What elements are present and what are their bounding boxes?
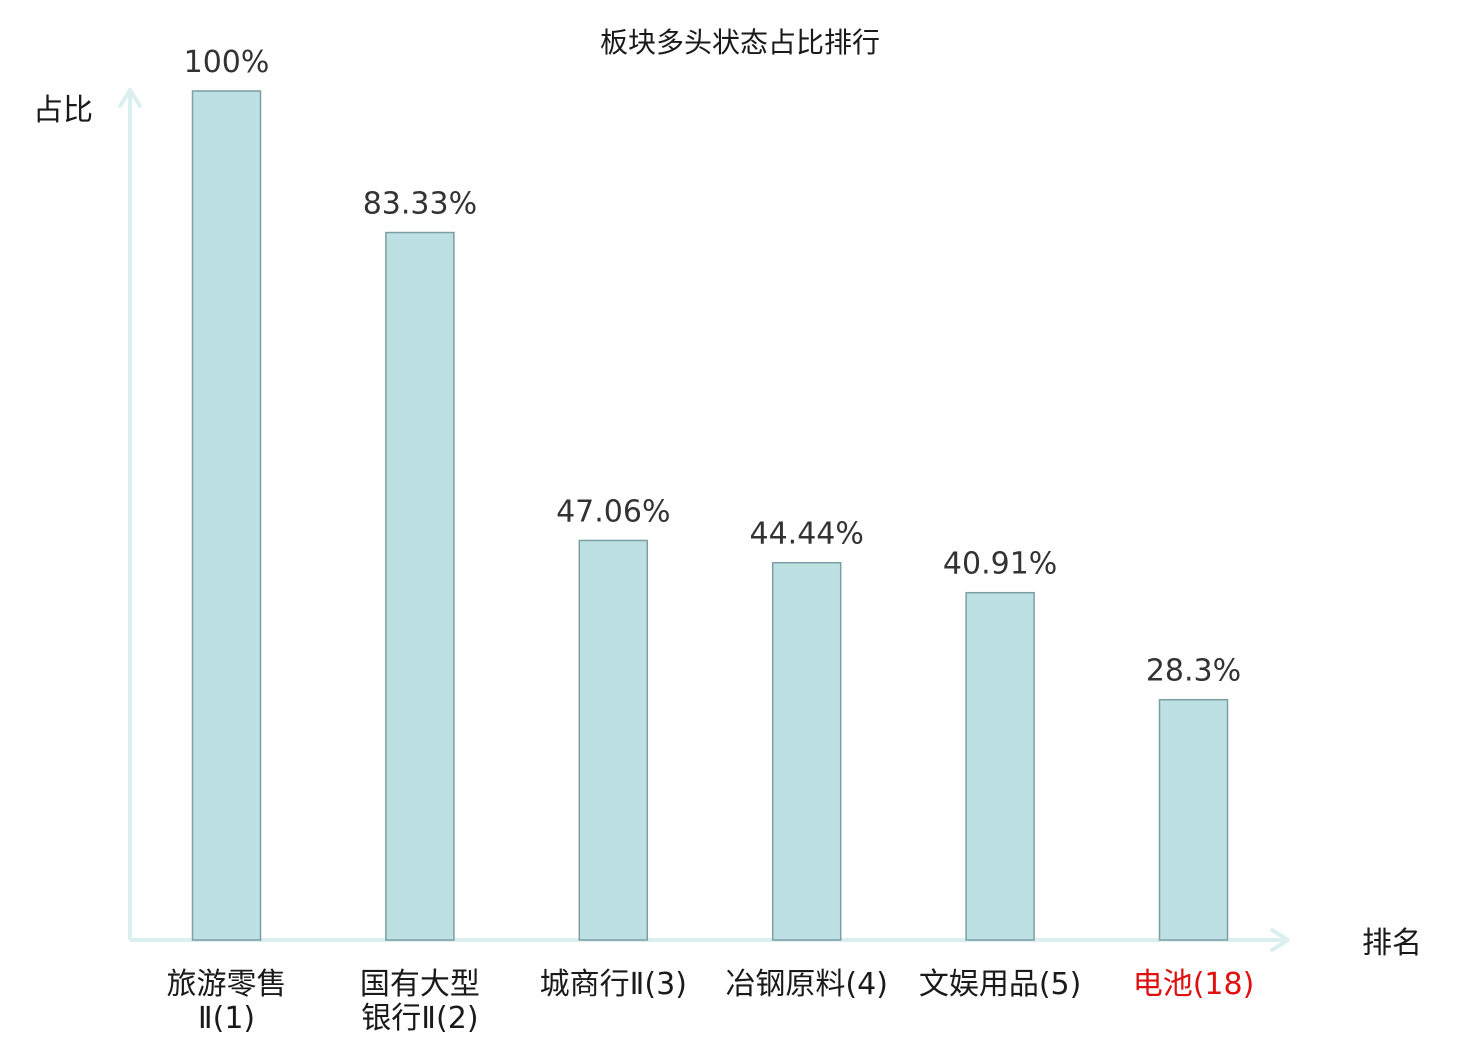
category-label: 旅游零售 Ⅱ(1) [167, 967, 287, 1036]
value-label: 83.33% [363, 187, 477, 222]
category-label: 冶钢原料(4) [725, 967, 888, 1002]
y-axis-arrow [118, 88, 142, 108]
x-axis-label: 排名 [1362, 926, 1422, 961]
x-axis-arrow [1270, 928, 1290, 952]
bar [385, 231, 455, 941]
chart-title: 板块多头状态占比排行 [600, 26, 880, 59]
category-label: 文娱用品(5) [919, 967, 1082, 1002]
value-label: 28.3% [1146, 654, 1241, 689]
y-axis-label: 占比 [33, 93, 93, 128]
axes [118, 88, 1290, 952]
value-label: 40.91% [943, 547, 1057, 582]
category-label: 城商行Ⅱ(3) [540, 967, 687, 1002]
bars: 100% 旅游零售 Ⅱ(1) 83.33% 国有大型银行Ⅱ(2) 47.06% 城商行Ⅱ(3… [167, 45, 1255, 1036]
value-label: 47.06% [556, 494, 670, 529]
value-label: 44.44% [750, 517, 864, 552]
bar [965, 591, 1035, 941]
bar [1158, 698, 1229, 941]
value-label: 100% [184, 45, 270, 80]
bar [191, 90, 262, 941]
bar [578, 539, 649, 941]
bar [771, 561, 842, 941]
category-label: 电池(18) [1133, 967, 1255, 1002]
category-label: 国有大型银行Ⅱ(2) [360, 967, 480, 1036]
